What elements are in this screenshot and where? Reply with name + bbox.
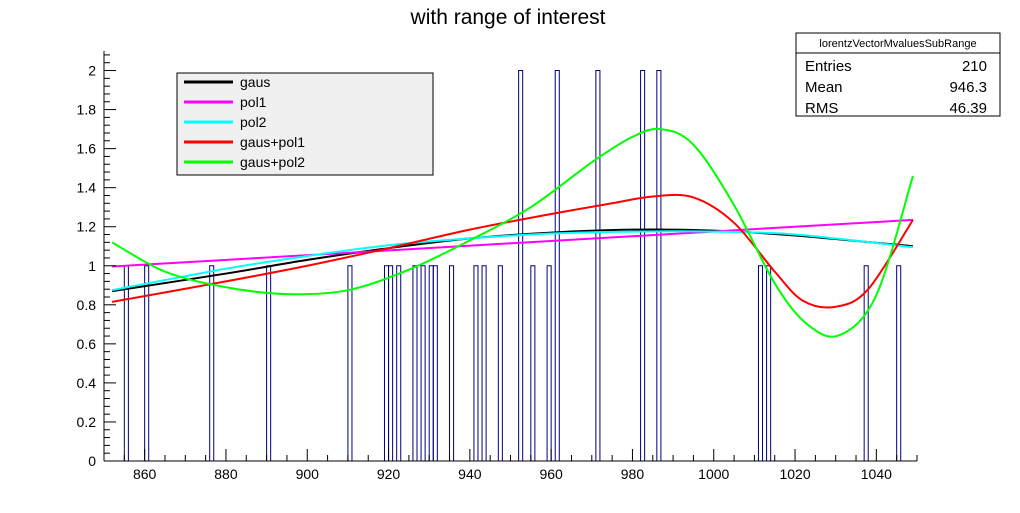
histogram-bin [428,265,434,461]
x-tick-label: 860 [133,466,157,482]
x-tick-label: 920 [377,466,401,482]
histogram-bin [412,265,418,461]
histogram-bin [420,265,426,461]
histogram-bin [209,265,215,461]
histogram-bin [863,265,869,461]
stats-box: lorentzVectorMvaluesSubRange Entries 210 M… [795,32,1001,117]
legend-entries: gaus pol1 pol2 gaus+pol1 gaus+pol2 [184,74,305,170]
histogram-bin [757,265,764,461]
histogram-bin [656,70,662,461]
y-tick-label: 0.2 [77,414,97,430]
y-tick-label: 0.6 [77,336,97,352]
stats-box-frame [795,32,1001,117]
x-tick-label: 1040 [861,466,892,482]
histogram-bin [595,70,601,461]
histogram-bin [481,265,487,461]
histogram-bin [432,265,438,461]
histogram-bin [530,265,536,461]
histogram-bin [396,265,402,461]
legend: gaus pol1 pol2 gaus+pol1 gaus+pol2 [176,72,434,176]
legend-label: gaus [240,74,270,90]
histogram-bin [144,265,150,461]
y-tick-label: 2 [88,63,96,79]
y-tick-label: 1.4 [77,180,97,196]
x-tick-label: 1020 [779,466,810,482]
x-tick-label: 960 [539,466,563,482]
stats-label: RMS [805,100,838,117]
y-tick-label: 1.2 [77,219,97,235]
y-tick-label: 1 [88,258,96,274]
histogram-bin [497,265,503,461]
histogram-bin [640,70,646,461]
stats-value: 946.3 [949,79,987,96]
stats-label: Mean [805,79,843,96]
histogram-bin [383,265,390,461]
y-tick-label: 0.4 [77,375,97,391]
axes: 860 880 900 920 940 960 980 1000 1020 1040 0 0.2 0.4… [77,51,918,482]
y-tick-label: 1.6 [77,141,97,157]
x-tick-label: 980 [621,466,645,482]
y-tick-label: 0 [88,453,96,469]
histogram-bin [266,265,272,461]
legend-label: gaus+pol2 [240,154,305,170]
x-tick-label: 880 [214,466,238,482]
stats-rows: Entries 210 Mean 946.3 RMS 46.39 [805,58,987,117]
histogram-bin [388,265,394,461]
legend-label: pol1 [240,94,267,110]
x-tick-label: 900 [296,466,320,482]
legend-label: gaus+pol1 [240,134,305,150]
y-tick-label: 1.8 [77,102,97,118]
stats-value: 210 [962,58,987,75]
fit-curve-pol1 [112,218,913,268]
fit-curve-gaus-plus-pol1 [111,193,914,309]
histogram-bin [896,265,902,461]
stats-value: 46.39 [949,100,987,117]
x-tick-label: 1000 [698,466,729,482]
histogram-bin [473,265,479,461]
histogram-bin [449,265,455,461]
fit-curves [111,127,914,338]
histogram-bin [766,265,772,461]
histogram-bin [554,70,560,461]
histogram-bin [347,265,353,461]
histogram-bin [123,265,129,461]
chart-title: with range of interest [410,6,606,29]
y-tick-label: 0.8 [77,297,97,313]
fit-curve-pol2 [111,230,914,292]
histogram-bin [518,70,524,461]
legend-box [176,72,434,176]
fit-curve-gaus-plus-pol2 [111,127,914,338]
stats-title: lorentzVectorMvaluesSubRange [819,38,976,50]
x-tick-label: 940 [458,466,482,482]
legend-label: pol2 [240,114,267,130]
stats-label: Entries [805,58,852,75]
histogram-bin [546,265,552,461]
